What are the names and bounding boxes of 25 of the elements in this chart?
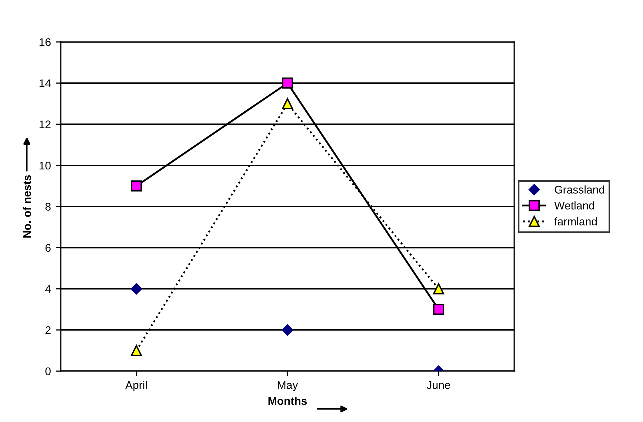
x-axis-title: Months — [268, 396, 308, 406]
point — [131, 180, 142, 192]
point — [282, 324, 294, 336]
x-tick-label: May — [278, 381, 298, 392]
point — [131, 345, 142, 356]
legend-label: Grassland — [555, 186, 604, 194]
x-tick-label: April — [126, 381, 148, 392]
point — [433, 304, 444, 316]
y-tick-label: 8 — [46, 203, 51, 211]
y-tick-label: 6 — [46, 244, 51, 252]
legend-label: farmland — [554, 218, 597, 226]
y-tick-label: 10 — [40, 162, 51, 170]
y-tick-label: 16 — [40, 38, 51, 46]
y-tick-label: 0 — [46, 368, 51, 376]
x-tick-label: June — [426, 381, 450, 390]
point — [282, 98, 294, 110]
y-tick-label: 12 — [40, 120, 51, 129]
y-tick-label: 2 — [46, 326, 51, 334]
y-tick-label: 4 — [45, 285, 52, 294]
point — [131, 283, 142, 295]
point — [433, 284, 444, 295]
point — [282, 78, 294, 89]
legend-label: Wetland — [554, 202, 594, 210]
y-axis-title: No. of nests — [23, 175, 32, 238]
y-tick-label: 14 — [40, 80, 52, 88]
